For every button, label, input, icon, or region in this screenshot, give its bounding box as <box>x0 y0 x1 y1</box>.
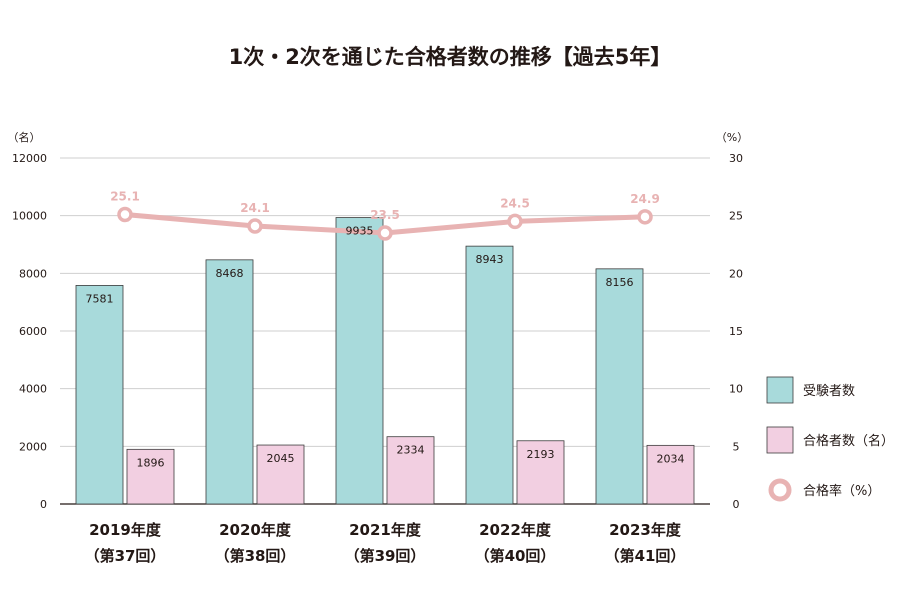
category-round-label: （第40回） <box>475 547 556 565</box>
rate-point <box>117 206 133 223</box>
passer-value-label: 1896 <box>137 456 165 469</box>
rate-point <box>637 209 653 225</box>
chart-title: 1次・2次を通じた合格者数の推移【過去5年】 <box>229 45 672 69</box>
rate-value-label: 24.5 <box>500 196 530 210</box>
left-tick-label: 10000 <box>12 210 47 223</box>
category-year-label: 2019年度 <box>89 521 162 539</box>
left-tick-label: 2000 <box>19 440 47 453</box>
right-tick-label: 15 <box>729 325 743 338</box>
examinee-value-label: 8943 <box>476 253 504 266</box>
right-tick-label: 25 <box>729 210 743 223</box>
rate-value-label: 24.9 <box>630 192 660 206</box>
examinee-value-label: 7581 <box>86 292 114 305</box>
legend-examinee-swatch <box>766 376 794 404</box>
category-round-label: （第38回） <box>215 547 296 565</box>
data-labels: 7581 8468 9935 8943 8156 1896 2045 2334 2193 2034… <box>86 190 685 470</box>
examinee-bar <box>75 285 124 505</box>
left-tick-label: 4000 <box>19 383 47 396</box>
right-tick-label: 0 <box>733 498 740 511</box>
category-year-label: 2022年度 <box>479 521 552 539</box>
category-round-label: （第37回） <box>85 547 166 565</box>
examinee-value-label: 8156 <box>606 276 634 289</box>
rate-value-label: 23.5 <box>370 208 400 222</box>
passer-value-label: 2034 <box>657 452 685 465</box>
rate-value-label: 24.1 <box>240 201 270 215</box>
legend-passer-label: 合格者数（名） <box>803 433 894 449</box>
left-axis-unit: （名） <box>8 130 41 144</box>
rate-line <box>117 206 653 241</box>
rate-point <box>377 225 393 241</box>
category-year-label: 2020年度 <box>219 521 292 539</box>
rate-point <box>507 213 523 230</box>
passer-value-label: 2045 <box>267 452 295 465</box>
examinee-bar <box>205 259 254 505</box>
passer-bar <box>256 444 305 505</box>
left-tick-label: 6000 <box>19 325 47 338</box>
rate-value-label: 25.1 <box>110 190 140 204</box>
passer-value-label: 2193 <box>527 448 555 461</box>
bars <box>75 217 695 505</box>
category-round-label: （第39回） <box>345 547 426 565</box>
passer-bar <box>646 444 695 505</box>
legend-examinee-label: 受験者数 <box>803 384 855 399</box>
right-tick-label: 5 <box>733 440 740 453</box>
category-round-label: （第41回） <box>605 547 686 565</box>
examinee-bar <box>465 245 514 505</box>
examinee-value-label: 9935 <box>346 225 374 238</box>
right-tick-label: 10 <box>729 383 743 396</box>
right-axis-unit: （%） <box>716 131 748 144</box>
legend-rate-label: 合格率（%） <box>803 483 880 499</box>
passer-bar <box>516 440 565 505</box>
left-tick-label: 12000 <box>12 152 47 165</box>
passer-bar <box>386 436 435 505</box>
passer-value-label: 2334 <box>397 444 425 457</box>
left-tick-label: 0 <box>40 498 47 511</box>
passer-bar <box>126 448 175 505</box>
right-tick-label: 30 <box>729 152 743 165</box>
legend-passer-swatch <box>766 426 794 454</box>
examinee-value-label: 8468 <box>216 267 244 280</box>
category-year-label: 2023年度 <box>609 521 682 539</box>
right-tick-label: 20 <box>729 267 743 280</box>
rate-point <box>247 218 263 234</box>
examinee-bar <box>335 217 384 505</box>
legend-rate-marker <box>768 478 792 502</box>
examinee-bar <box>595 268 644 505</box>
left-tick-label: 8000 <box>19 267 47 280</box>
category-year-label: 2021年度 <box>349 521 422 539</box>
